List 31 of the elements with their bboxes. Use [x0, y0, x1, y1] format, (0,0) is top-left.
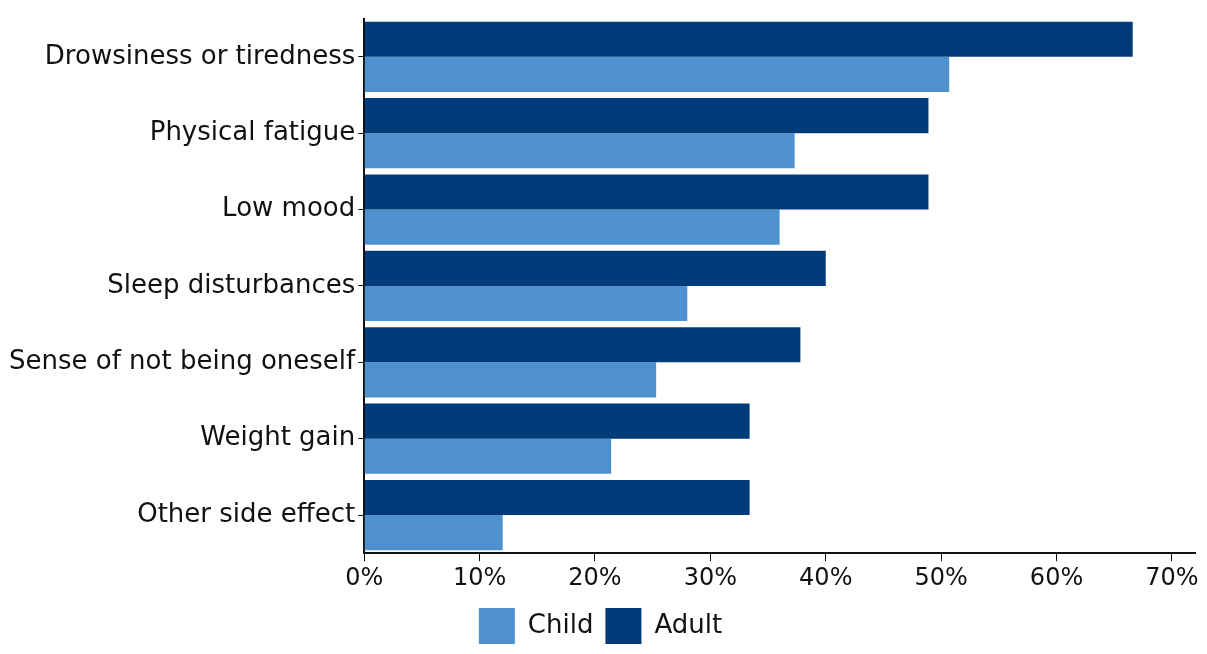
bar: [364, 56, 950, 92]
x-tick-label: 50%: [914, 562, 968, 591]
bar: [364, 479, 750, 516]
x-tick-label: 40%: [799, 562, 853, 591]
bar: [364, 438, 612, 474]
bar: [364, 403, 750, 439]
bar: [364, 21, 1133, 57]
bar: [364, 327, 801, 363]
y-tick-label: Sleep disturbances: [107, 268, 356, 299]
y-tick-label: Other side effect: [137, 497, 356, 528]
bar: [364, 515, 503, 551]
y-tick-label: Sense of not being oneself: [8, 345, 357, 376]
x-tick-label: 60%: [1029, 562, 1084, 591]
y-tick-label: Physical fatigue: [149, 115, 356, 146]
y-tick-label: Weight gain: [200, 421, 356, 452]
bar: [364, 133, 795, 169]
bar: [364, 362, 657, 398]
x-tick-label: 70%: [1145, 562, 1199, 591]
x-tick-label: 30%: [683, 562, 738, 591]
bar: [364, 174, 929, 210]
y-tick-label: Low mood: [222, 192, 356, 223]
bar: [364, 285, 688, 322]
bar: [364, 250, 826, 286]
legend-label: Child: [527, 608, 594, 639]
x-tick-label: 0%: [345, 562, 384, 591]
y-tick-label: Drowsiness or tiredness: [44, 39, 356, 70]
legend-label: Adult: [654, 608, 723, 639]
bar: [364, 98, 929, 134]
x-tick-label: 10%: [452, 562, 507, 591]
bar: [364, 209, 780, 245]
x-tick-label: 20%: [568, 562, 622, 591]
